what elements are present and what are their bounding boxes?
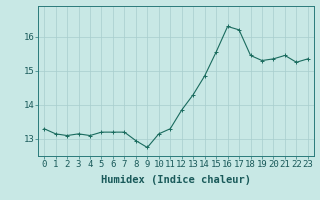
X-axis label: Humidex (Indice chaleur): Humidex (Indice chaleur) [101, 175, 251, 185]
